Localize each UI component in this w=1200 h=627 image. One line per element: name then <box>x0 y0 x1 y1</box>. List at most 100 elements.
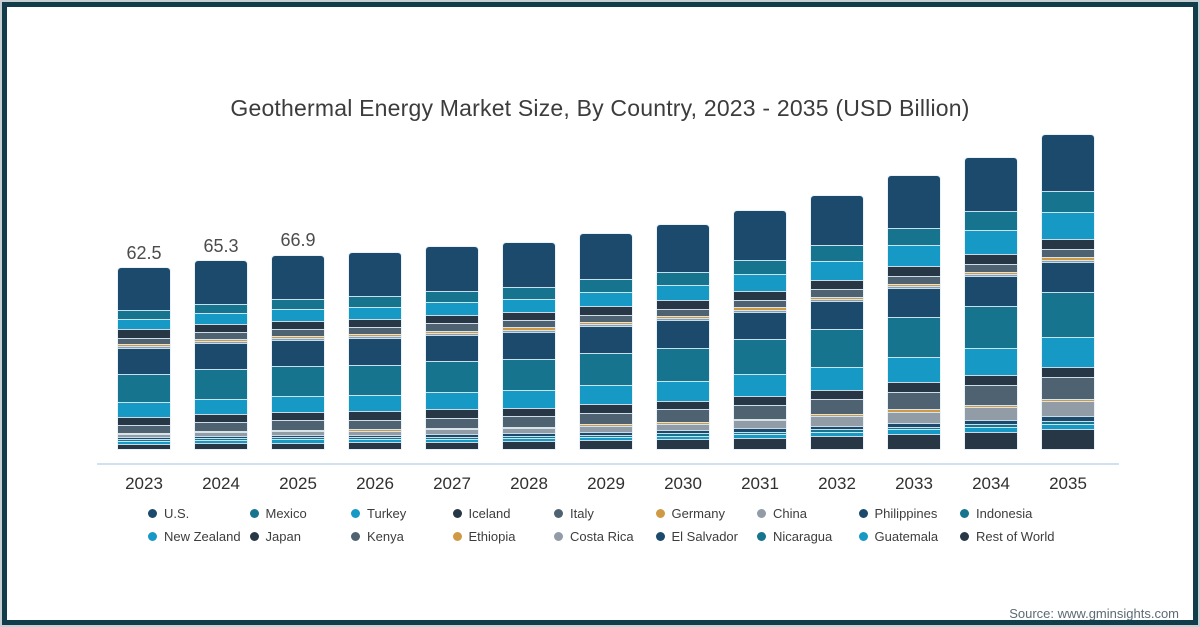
bar-segment-mexico <box>503 287 555 299</box>
legend-dot-icon <box>452 532 462 541</box>
bar-segment-new-zealand <box>734 374 786 396</box>
bar-segment-mexico <box>657 271 709 285</box>
legend-item-kenya: Kenya <box>351 529 453 544</box>
bar-segment-philippines <box>811 301 863 330</box>
bar-segment-nicaragua <box>657 433 709 436</box>
bar-segment-kenya <box>349 419 401 430</box>
bar-segment-indonesia <box>1042 291 1094 337</box>
bar-segment-japan <box>118 417 170 426</box>
bar-segment-costa-rica <box>734 420 786 429</box>
stacked-bar-2023 <box>118 268 170 449</box>
bar-segment-japan <box>888 382 940 392</box>
legend-dot-icon <box>960 509 969 518</box>
bar-segment-italy <box>811 289 863 297</box>
bar-segment-u-s- <box>888 176 940 228</box>
legend-dot-icon <box>554 509 563 518</box>
legend-dot-icon <box>148 532 157 541</box>
stacked-bar-2028 <box>503 242 555 449</box>
legend-row-2: New Zealand Japan Kenya Ethiopia Costa Rica E… <box>148 525 1062 548</box>
bar-segment-italy <box>657 308 709 316</box>
bar-segment-new-zealand <box>811 366 863 390</box>
bar-segment-turkey <box>503 298 555 312</box>
bar-segment-ethiopia <box>195 431 247 433</box>
bar-segment-u-s- <box>503 242 555 288</box>
bar-segment-mexico <box>1042 190 1094 212</box>
bar-segment-germany <box>272 335 324 338</box>
x-tick-2035: 2035 <box>1049 474 1087 493</box>
bar-segment-ethiopia <box>734 418 786 421</box>
bar-segment-philippines <box>426 334 478 362</box>
bar-segment-ethiopia <box>657 422 709 424</box>
bar-segment-germany <box>580 321 632 324</box>
bar-segment-kenya <box>118 425 170 434</box>
bar-segment-kenya <box>426 417 478 428</box>
stacked-bar-2024 <box>195 260 247 449</box>
bar-segment-china <box>580 324 632 327</box>
bar-segment-el-salvador <box>195 436 247 439</box>
bar-segment-kenya <box>888 391 940 410</box>
plot-area: 62.5 65.3 66.9 2023 2024 2025 2026 2027 2028 202… <box>7 7 1193 620</box>
bar-segment-japan <box>1042 366 1094 377</box>
bar-segment-italy <box>426 323 478 331</box>
stacked-bar-2029 <box>580 233 632 449</box>
bar-segment-u-s- <box>195 260 247 304</box>
bar-segment-iceland <box>888 266 940 276</box>
bar-segment-ethiopia <box>503 426 555 428</box>
bar-segment-italy <box>272 328 324 336</box>
legend-dot-icon <box>858 509 868 518</box>
bar-segment-ethiopia <box>1042 398 1094 402</box>
legend-item-u-s-: U.S. <box>148 506 250 521</box>
stacked-bar-2025 <box>272 255 324 450</box>
bar-segment-japan <box>349 411 401 420</box>
bar-segment-indonesia <box>811 329 863 367</box>
bar-segment-guatemala <box>657 435 709 440</box>
stacked-bar-2033 <box>888 176 940 449</box>
bar-segment-philippines <box>349 338 401 365</box>
bar-segment-philippines <box>503 331 555 359</box>
legend-item-ethiopia: Ethiopia <box>452 529 555 544</box>
bar-segment-el-salvador <box>503 433 555 436</box>
bar-segment-nicaragua <box>272 437 324 440</box>
bar-segment-u-s- <box>811 195 863 246</box>
bar-segment-kenya <box>580 412 632 425</box>
bar-segment-el-salvador <box>965 420 1017 425</box>
bar-segment-el-salvador <box>272 435 324 438</box>
bar-segment-iceland <box>426 315 478 324</box>
bar-segment-el-salvador <box>811 425 863 430</box>
bar-segment-turkey <box>272 309 324 321</box>
bar-segment-new-zealand <box>1042 336 1094 367</box>
bar-segment-mexico <box>965 211 1017 231</box>
bar-segment-china <box>811 299 863 302</box>
bar-segment-kenya <box>1042 376 1094 399</box>
legend-label: U.S. <box>164 506 190 521</box>
bar-segment-turkey <box>657 284 709 301</box>
bar-segment-china <box>503 329 555 332</box>
bar-segment-rest-of-world <box>888 433 940 449</box>
bar-segment-italy <box>965 264 1017 272</box>
bar-segment-china <box>734 309 786 312</box>
bar-segment-nicaragua <box>965 424 1017 427</box>
bar-segment-costa-rica <box>503 427 555 434</box>
bar-segment-guatemala <box>503 437 555 442</box>
bar-segment-costa-rica <box>580 425 632 432</box>
legend-label: Italy <box>570 506 594 521</box>
bar-segment-guatemala <box>118 441 170 445</box>
bar-segment-italy <box>118 337 170 345</box>
bar-segment-italy <box>503 320 555 328</box>
bar-segment-rest-of-world <box>349 442 401 449</box>
bar-segment-kenya <box>657 409 709 423</box>
bar-segment-iceland <box>118 329 170 338</box>
legend-dot-icon <box>757 509 766 518</box>
bar-segment-costa-rica <box>888 411 940 423</box>
bar-segment-germany <box>965 271 1017 275</box>
stacked-bar-2034 <box>965 157 1017 449</box>
legend-dot-icon <box>554 532 563 541</box>
bar-segment-u-s- <box>580 233 632 280</box>
bar-segment-philippines <box>580 326 632 354</box>
bar-segment-u-s- <box>349 252 401 297</box>
bar-segment-rest-of-world <box>118 444 170 449</box>
bar-segment-japan <box>272 412 324 421</box>
bar-segment-nicaragua <box>503 435 555 438</box>
legend-item-el-salvador: El Salvador <box>655 529 758 544</box>
legend-label: Japan <box>265 529 301 544</box>
